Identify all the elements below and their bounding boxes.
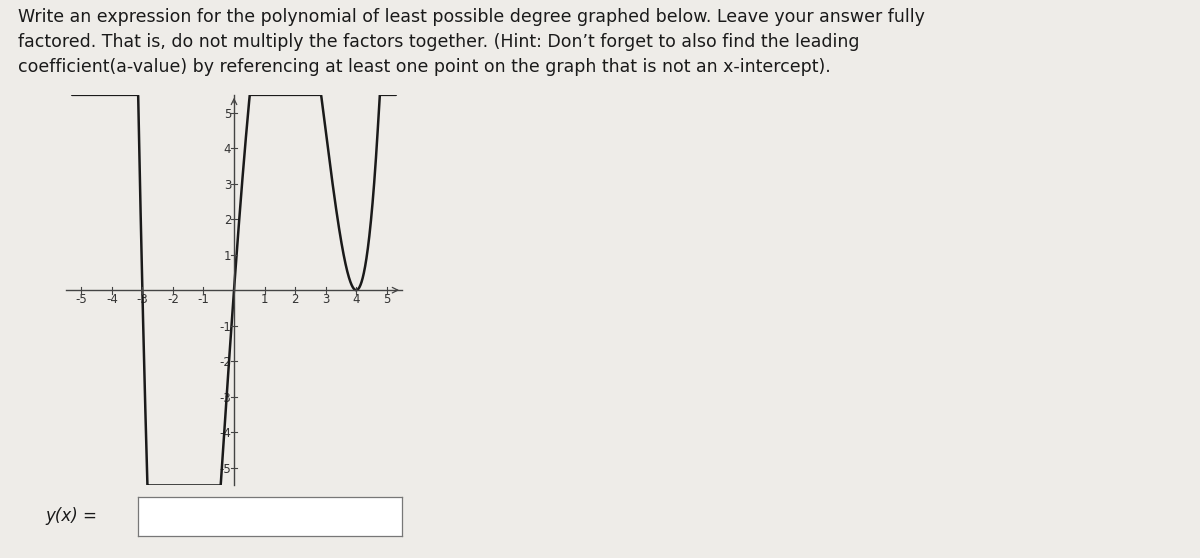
Text: y(x) =: y(x) = (46, 507, 97, 525)
Text: Write an expression for the polynomial of least possible degree graphed below. L: Write an expression for the polynomial o… (18, 8, 925, 76)
